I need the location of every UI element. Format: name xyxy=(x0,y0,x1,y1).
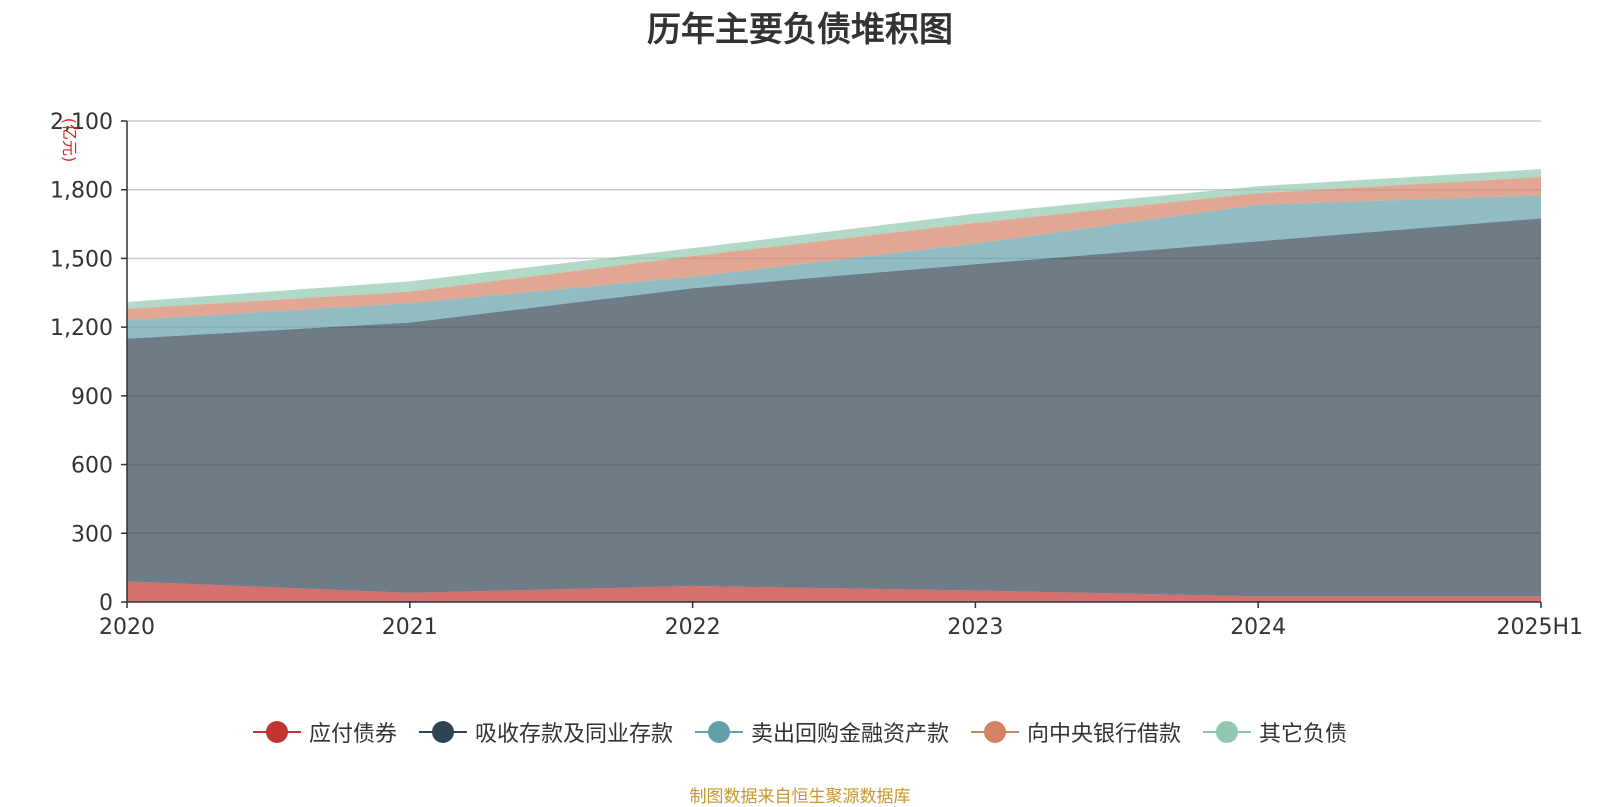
area-series-group xyxy=(127,169,1541,602)
x-tick-label: 2020 xyxy=(99,615,155,640)
area-series-1 xyxy=(127,218,1541,597)
legend-label: 其它负债 xyxy=(1259,722,1348,747)
legend-label: 吸收存款及同业存款 xyxy=(474,722,673,747)
legend-item[interactable]: 吸收存款及同业存款 xyxy=(418,716,673,748)
legend-swatch-icon xyxy=(971,720,1019,744)
y-tick-label: 1,800 xyxy=(50,179,113,204)
legend: 应付债券 吸收存款及同业存款 卖出回购金融资产款 向中央银行借款 其它负债 xyxy=(0,716,1600,748)
chart-title: 历年主要负债堆积图 xyxy=(647,10,953,50)
legend-item[interactable]: 卖出回购金融资产款 xyxy=(694,716,949,748)
y-tick-label: 1,200 xyxy=(50,316,113,341)
y-tick-label: 1,500 xyxy=(50,247,113,272)
x-tick-label: 2023 xyxy=(947,615,1003,640)
y-tick-label: 900 xyxy=(71,385,113,410)
legend-label: 应付债券 xyxy=(308,722,397,747)
legend-item[interactable]: 应付债券 xyxy=(252,716,397,748)
y-axis-unit-label: (亿元) xyxy=(60,118,79,163)
y-tick-label: 0 xyxy=(99,591,113,616)
source-note: 制图数据来自恒生聚源数据库 xyxy=(689,787,911,807)
legend-item[interactable]: 向中央银行借款 xyxy=(971,716,1181,748)
legend-swatch-icon xyxy=(252,720,301,744)
area-series-4 xyxy=(127,169,1541,309)
x-tick-label: 2021 xyxy=(382,615,438,640)
x-tick-label: 2025H1 xyxy=(1496,615,1583,640)
area-series-3 xyxy=(127,177,1541,321)
legend-swatch-icon xyxy=(694,720,743,744)
x-tick-label: 2022 xyxy=(665,615,721,640)
legend-label: 向中央银行借款 xyxy=(1027,722,1182,747)
y-tick-label: 2,100 xyxy=(50,110,113,135)
legend-label: 卖出回购金融资产款 xyxy=(750,722,949,747)
area-series-0 xyxy=(127,581,1541,602)
legend-swatch-icon xyxy=(1203,720,1252,744)
legend-item[interactable]: 其它负债 xyxy=(1203,716,1347,748)
x-tick-label: 2024 xyxy=(1230,615,1286,640)
area-series-2 xyxy=(127,195,1541,339)
axes: 0 300 600 900 1,200 1,500 1,800 2,100 2020 2021 20… xyxy=(50,110,1583,640)
legend-swatch-icon xyxy=(418,720,467,744)
y-tick-label: 600 xyxy=(71,454,113,479)
y-tick-label: 300 xyxy=(71,522,113,547)
